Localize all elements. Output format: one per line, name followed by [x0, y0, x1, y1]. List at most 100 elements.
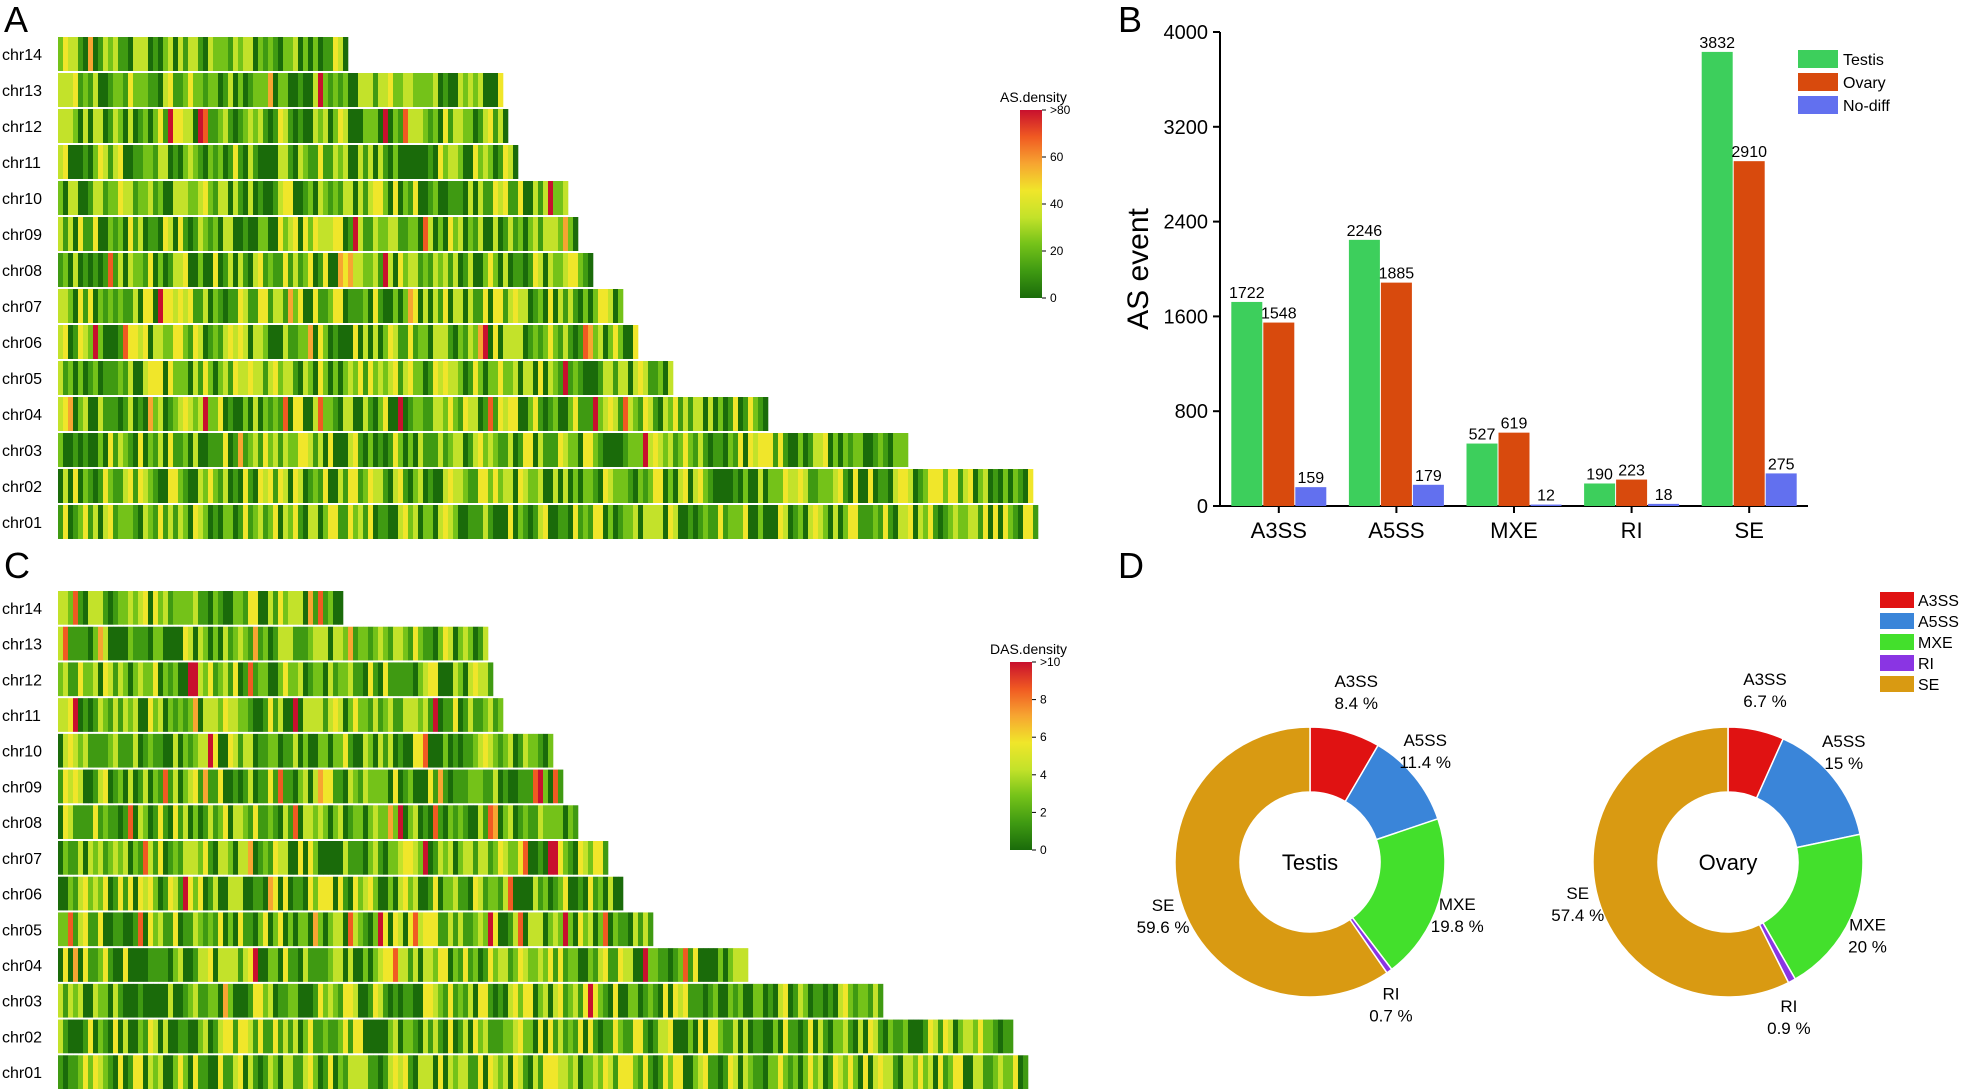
- heatmap-cell: [478, 505, 484, 539]
- heatmap-cell: [338, 469, 344, 503]
- heatmap-cell: [453, 912, 459, 947]
- heatmap-cell: [198, 181, 204, 215]
- heatmap-cell: [518, 733, 524, 768]
- heatmap-cell: [388, 181, 394, 215]
- heatmap-cell: [548, 912, 554, 947]
- heatmap-cell: [408, 983, 414, 1018]
- heatmap-cell: [503, 325, 509, 359]
- heatmap-cell: [498, 1055, 504, 1089]
- heatmap-cell: [88, 591, 94, 625]
- heatmap-cell: [283, 626, 289, 661]
- heatmap-cell: [293, 805, 299, 839]
- heatmap-cell: [383, 876, 389, 911]
- heatmap-cell: [408, 73, 414, 107]
- heatmap-cell: [118, 805, 124, 839]
- heatmap-cell: [368, 733, 374, 768]
- heatmap-cell: [418, 145, 424, 179]
- heatmap-cell: [128, 505, 134, 539]
- heatmap-cell: [253, 145, 259, 179]
- heatmap-cell: [313, 1019, 319, 1054]
- heatmap-cell: [668, 433, 674, 467]
- heatmap-cell: [138, 626, 144, 661]
- donut-label-name: A3SS: [1743, 670, 1786, 689]
- heatmap-cell: [388, 397, 394, 431]
- heatmap-cell: [433, 769, 439, 804]
- heatmap-cell: [203, 73, 209, 107]
- heatmap-cell: [323, 698, 329, 732]
- heatmap-cell: [98, 1055, 104, 1089]
- heatmap-cell: [723, 505, 729, 539]
- heatmap-cell: [403, 626, 409, 661]
- heatmap-cell: [458, 876, 464, 911]
- heatmap-cell: [183, 876, 189, 911]
- heatmap-cell: [238, 733, 244, 768]
- heatmap-cell: [403, 505, 409, 539]
- heatmap-cell: [323, 289, 329, 323]
- heatmap-cell: [323, 841, 329, 875]
- heatmap-cell: [403, 253, 409, 287]
- heatmap-cell: [573, 361, 579, 395]
- heatmap-cell: [93, 37, 99, 71]
- heatmap-cell: [478, 626, 484, 661]
- heatmap-cell: [553, 253, 559, 287]
- heatmap-cell: [578, 841, 584, 875]
- heatmap-cell: [58, 1019, 64, 1054]
- heatmap-cell: [233, 841, 239, 875]
- heatmap-cell: [368, 397, 374, 431]
- heatmap-cell: [678, 983, 684, 1018]
- heatmap-cell: [183, 591, 189, 625]
- heatmap-cell: [963, 1019, 969, 1054]
- heatmap-cell: [198, 37, 204, 71]
- heatmap-cell: [808, 1055, 814, 1089]
- heatmap-cell: [183, 469, 189, 503]
- heatmap-cell: [368, 983, 374, 1018]
- heatmap-cell: [498, 912, 504, 947]
- heatmap-cell: [308, 289, 314, 323]
- heatmap-cell: [243, 805, 249, 839]
- heatmap-cell: [598, 841, 604, 875]
- heatmap-cell: [318, 983, 324, 1018]
- heatmap-cell: [123, 876, 129, 911]
- heatmap-cell: [903, 505, 909, 539]
- heatmap-cell: [573, 433, 579, 467]
- heatmap-cell: [183, 983, 189, 1018]
- heatmap-cell: [78, 145, 84, 179]
- heatmap-cell: [798, 1055, 804, 1089]
- heatmap-cell: [718, 1019, 724, 1054]
- heatmap-cell: [548, 769, 554, 804]
- heatmap-cell: [83, 361, 89, 395]
- heatmap-cell: [258, 1019, 264, 1054]
- heatmap-cell: [673, 1055, 679, 1089]
- heatmap-cell: [488, 1019, 494, 1054]
- legend-tick-label: 60: [1050, 150, 1064, 164]
- heatmap-cell: [103, 397, 109, 431]
- heatmap-cell: [398, 1055, 404, 1089]
- heatmap-cell: [458, 181, 464, 215]
- heatmap-cell: [573, 948, 579, 982]
- heatmap-cell: [438, 948, 444, 982]
- heatmap-cell: [88, 73, 94, 107]
- heatmap-cell: [488, 876, 494, 911]
- heatmap-cell: [293, 145, 299, 179]
- heatmap-cell: [73, 912, 79, 947]
- heatmap-cell: [653, 505, 659, 539]
- heatmap-cell: [553, 433, 559, 467]
- heatmap-cell: [468, 325, 474, 359]
- heatmap-cell: [568, 841, 574, 875]
- heatmap-cell: [933, 1055, 939, 1089]
- heatmap-cell: [333, 698, 339, 732]
- heatmap-cell: [268, 805, 274, 839]
- heatmap-cell: [253, 626, 259, 661]
- heatmap-cell: [298, 73, 304, 107]
- heatmap-cell: [453, 325, 459, 359]
- heatmap-cell: [88, 217, 94, 251]
- heatmap-cell: [293, 1019, 299, 1054]
- heatmap-cell: [223, 983, 229, 1018]
- heatmap-cell: [623, 433, 629, 467]
- heatmap-cell: [388, 361, 394, 395]
- bar-value-label: 1722: [1229, 285, 1265, 302]
- heatmap-cell: [88, 397, 94, 431]
- heatmap-cell: [113, 626, 119, 661]
- heatmap-cell: [248, 983, 254, 1018]
- panel-a-heatmap-as-density: chr14chr13chr12chr11chr10chr09chr08chr07…: [2, 37, 1071, 539]
